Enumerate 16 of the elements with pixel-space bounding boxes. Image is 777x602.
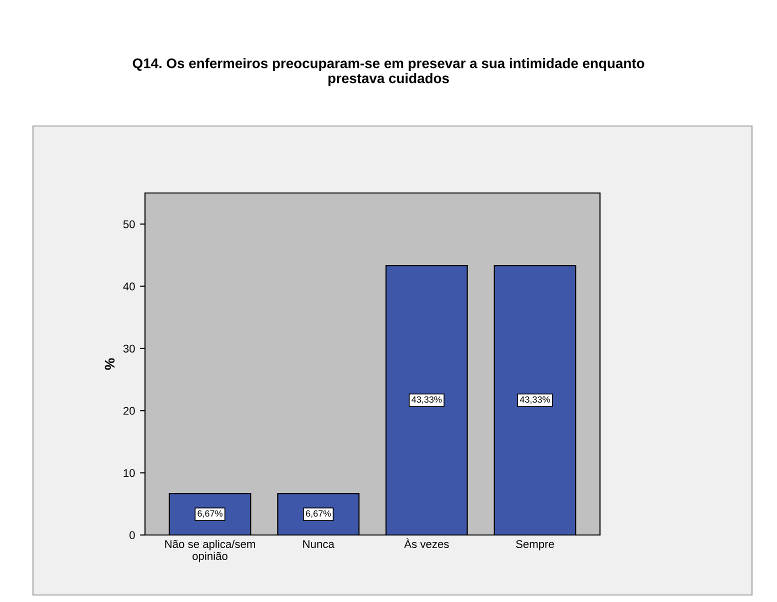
y-tick-label: 10	[124, 469, 135, 477]
y-tick-label: 0	[130, 531, 135, 540]
y-tick-label: 30	[123, 344, 135, 353]
x-tick-label: Nunca	[303, 540, 334, 548]
x-tick-label: Sempre	[516, 540, 554, 550]
data-label: 43,33%	[412, 396, 442, 404]
y-tick-label: 50	[123, 220, 135, 228]
x-tick-label: Não se aplica/sem opinião	[165, 540, 255, 562]
x-tick-label: Às vezes	[404, 538, 449, 548]
chart-title: Q14. Os enfermeiros preocuparam-se em presevar a sua intimidade enquanto prestava cuidados	[132, 58, 644, 86]
y-axis-title: %	[104, 358, 115, 370]
y-tick-label: 20	[123, 406, 135, 415]
data-label: 6,67%	[198, 510, 222, 518]
data-label: 43,33%	[520, 396, 550, 404]
data-label: 6,67%	[306, 510, 331, 518]
y-tick-label: 40	[123, 282, 135, 290]
